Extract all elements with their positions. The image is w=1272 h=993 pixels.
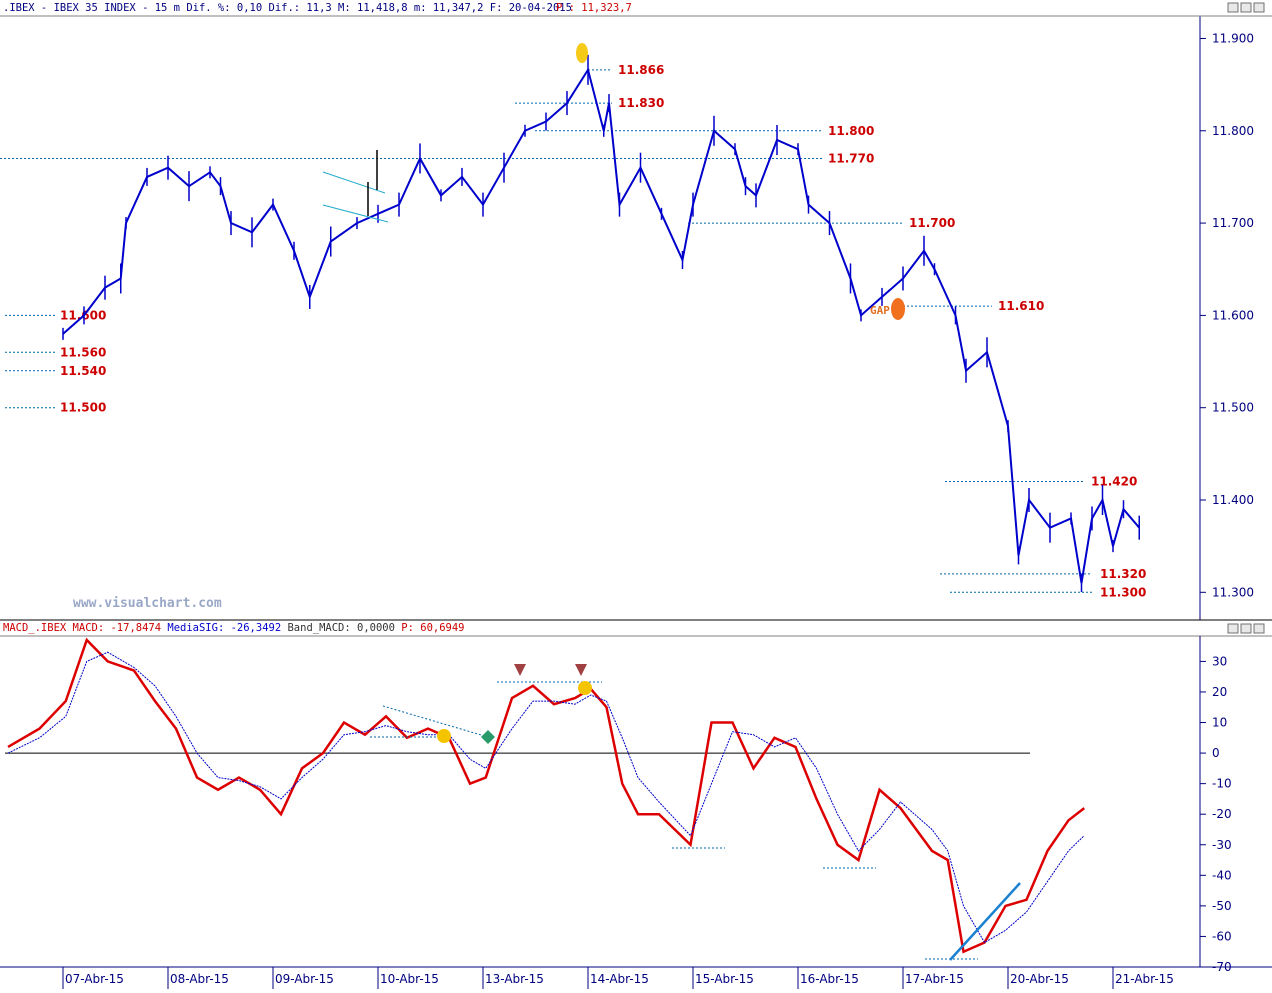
- top-highlight-marker: [576, 43, 588, 63]
- macd-uptrend-line: [949, 882, 1021, 961]
- date-tick-label: 10-Abr-15: [380, 972, 439, 986]
- macd-minimize-icon[interactable]: [1227, 623, 1239, 634]
- gap-label: GAP: [870, 304, 890, 317]
- price-tick-label: 11.300: [1212, 585, 1254, 599]
- level-label: 11.500: [60, 401, 106, 415]
- date-tick-label: 16-Abr-15: [800, 972, 859, 986]
- date-tick-label: 17-Abr-15: [905, 972, 964, 986]
- level-label: 11.800: [828, 124, 874, 138]
- macd-cross-marker: [437, 729, 451, 743]
- macd-tick-label: 20: [1212, 685, 1227, 699]
- channel-lower-line: [322, 204, 389, 223]
- date-tick-label: 07-Abr-15: [65, 972, 124, 986]
- chart-title: .IBEX - IBEX 35 INDEX - 15 m Dif. %: 0,1…: [3, 2, 572, 14]
- last-price-label: P : 11,323,7: [556, 2, 632, 14]
- price-window-buttons[interactable]: [1227, 2, 1265, 13]
- down-arrow-icon: [514, 664, 526, 676]
- restore-icon[interactable]: [1240, 2, 1252, 13]
- level-label: 11.540: [60, 364, 106, 378]
- macd-window-buttons[interactable]: [1227, 623, 1265, 634]
- level-label: 11.300: [1100, 585, 1146, 599]
- date-tick-label: 21-Abr-15: [1115, 972, 1174, 986]
- macd-annotations: [370, 664, 1021, 961]
- macd-name: MACD_.IBEX: [3, 622, 73, 634]
- macd-tick-label: 30: [1212, 654, 1227, 668]
- date-tick-label: 13-Abr-15: [485, 972, 544, 986]
- macd-header-value: MACD: -17,8474: [73, 622, 168, 634]
- signal-line: [7, 651, 1085, 944]
- date-tick-label: 20-Abr-15: [1010, 972, 1069, 986]
- date-tick-label: 15-Abr-15: [695, 972, 754, 986]
- macd-tick-label: -50: [1212, 899, 1232, 913]
- level-label: 11.830: [618, 96, 664, 110]
- date-tick-label: 14-Abr-15: [590, 972, 649, 986]
- macd-series: [7, 637, 1086, 954]
- minimize-icon[interactable]: [1227, 2, 1239, 13]
- macd-header-value: P: 60,6949: [401, 622, 464, 634]
- gap-marker: [891, 298, 905, 320]
- macd-line: [7, 637, 1086, 954]
- level-label: 11.770: [828, 151, 874, 165]
- macd-header: MACD_.IBEX MACD: -17,8474 MediaSIG: -26,…: [3, 622, 465, 634]
- macd-highlight-marker: [578, 681, 592, 695]
- price-tick-label: 11.700: [1212, 216, 1254, 230]
- macd-tick-label: -40: [1212, 868, 1232, 882]
- price-series: [62, 54, 1141, 593]
- macd-restore-icon[interactable]: [1240, 623, 1252, 634]
- down-arrow-icon: [575, 664, 587, 676]
- level-label: 11.866: [618, 63, 664, 77]
- channel-upper-line: [322, 171, 386, 194]
- macd-tick-label: -60: [1212, 929, 1232, 943]
- macd-cross-marker: [481, 730, 495, 744]
- watermark: www.visualchart.com: [73, 596, 222, 611]
- date-tick-label: 09-Abr-15: [275, 972, 334, 986]
- price-tick-label: 11.800: [1212, 124, 1254, 138]
- level-label: 11.560: [60, 345, 106, 359]
- price-support-resistance-levels: 11.86611.83011.80011.77011.70011.61011.6…: [0, 63, 1146, 599]
- price-tick-label: 11.500: [1212, 401, 1254, 415]
- level-label: 11.610: [998, 299, 1044, 313]
- date-tick-label: 08-Abr-15: [170, 972, 229, 986]
- macd-tick-label: -20: [1212, 807, 1232, 821]
- price-tick-label: 11.600: [1212, 308, 1254, 322]
- price-tick-label: 11.900: [1212, 31, 1254, 45]
- macd-tick-label: 0: [1212, 746, 1220, 760]
- date-x-axis: 07-Abr-15 08-Abr-15 09-Abr-15 10-Abr-15 13-A…: [62, 967, 1174, 989]
- price-tick-label: 11.400: [1212, 493, 1254, 507]
- level-label: 11.320: [1100, 567, 1146, 581]
- level-label: 11.700: [909, 216, 955, 230]
- macd-tick-label: 10: [1212, 716, 1227, 730]
- price-annotations: GAP: [322, 43, 905, 320]
- close-icon[interactable]: [1253, 2, 1265, 13]
- level-label: 11.420: [1091, 475, 1137, 489]
- price-line: [62, 67, 1141, 584]
- macd-header-value: MediaSIG: -26,3492: [167, 622, 287, 634]
- price-y-axis: 11.900 11.800 11.700 11.600 11.500 11.400 11.3…: [1200, 31, 1254, 599]
- macd-tick-label: -10: [1212, 777, 1232, 791]
- macd-tick-label: -30: [1212, 838, 1232, 852]
- macd-close-icon[interactable]: [1253, 623, 1265, 634]
- macd-header-value: Band_MACD: 0,0000: [287, 622, 401, 634]
